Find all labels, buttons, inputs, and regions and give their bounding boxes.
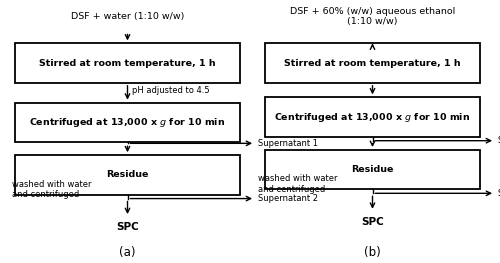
Text: Supernatant: Supernatant	[498, 136, 500, 145]
Bar	[15, 43, 240, 83]
Text: Residue: Residue	[106, 170, 148, 179]
Text: Supernatant 2: Supernatant 2	[258, 194, 318, 203]
Text: DSF + water (1:10 w/w): DSF + water (1:10 w/w)	[71, 12, 184, 21]
Text: (a): (a)	[120, 246, 136, 259]
Text: Centrifuged at 13,000 x $g$ for 10 min: Centrifuged at 13,000 x $g$ for 10 min	[274, 110, 470, 124]
Text: Supernatant 1: Supernatant 1	[258, 139, 318, 148]
Text: Residue: Residue	[352, 165, 394, 174]
Text: washed with water
and centrifuged: washed with water and centrifuged	[12, 180, 92, 199]
Text: Stirred at room temperature, 1 h: Stirred at room temperature, 1 h	[39, 59, 216, 68]
Text: SPC: SPC	[116, 222, 139, 232]
Bar	[265, 150, 480, 189]
Text: SPC: SPC	[361, 217, 384, 227]
Text: pH adjusted to 4.5: pH adjusted to 4.5	[132, 86, 210, 95]
Bar	[15, 103, 240, 142]
Text: DSF + 60% (w/w) aqueous ethanol
(1:10 w/w): DSF + 60% (w/w) aqueous ethanol (1:10 w/…	[290, 7, 455, 26]
Text: Supernatant: Supernatant	[498, 189, 500, 198]
Text: (b): (b)	[364, 246, 381, 259]
Bar	[265, 43, 480, 83]
Text: Centrifuged at 13,000 x $g$ for 10 min: Centrifuged at 13,000 x $g$ for 10 min	[30, 116, 226, 129]
Bar	[15, 155, 240, 195]
Bar	[265, 97, 480, 137]
Text: washed with water
and centrifuged: washed with water and centrifuged	[258, 174, 337, 194]
Text: Stirred at room temperature, 1 h: Stirred at room temperature, 1 h	[284, 59, 461, 68]
